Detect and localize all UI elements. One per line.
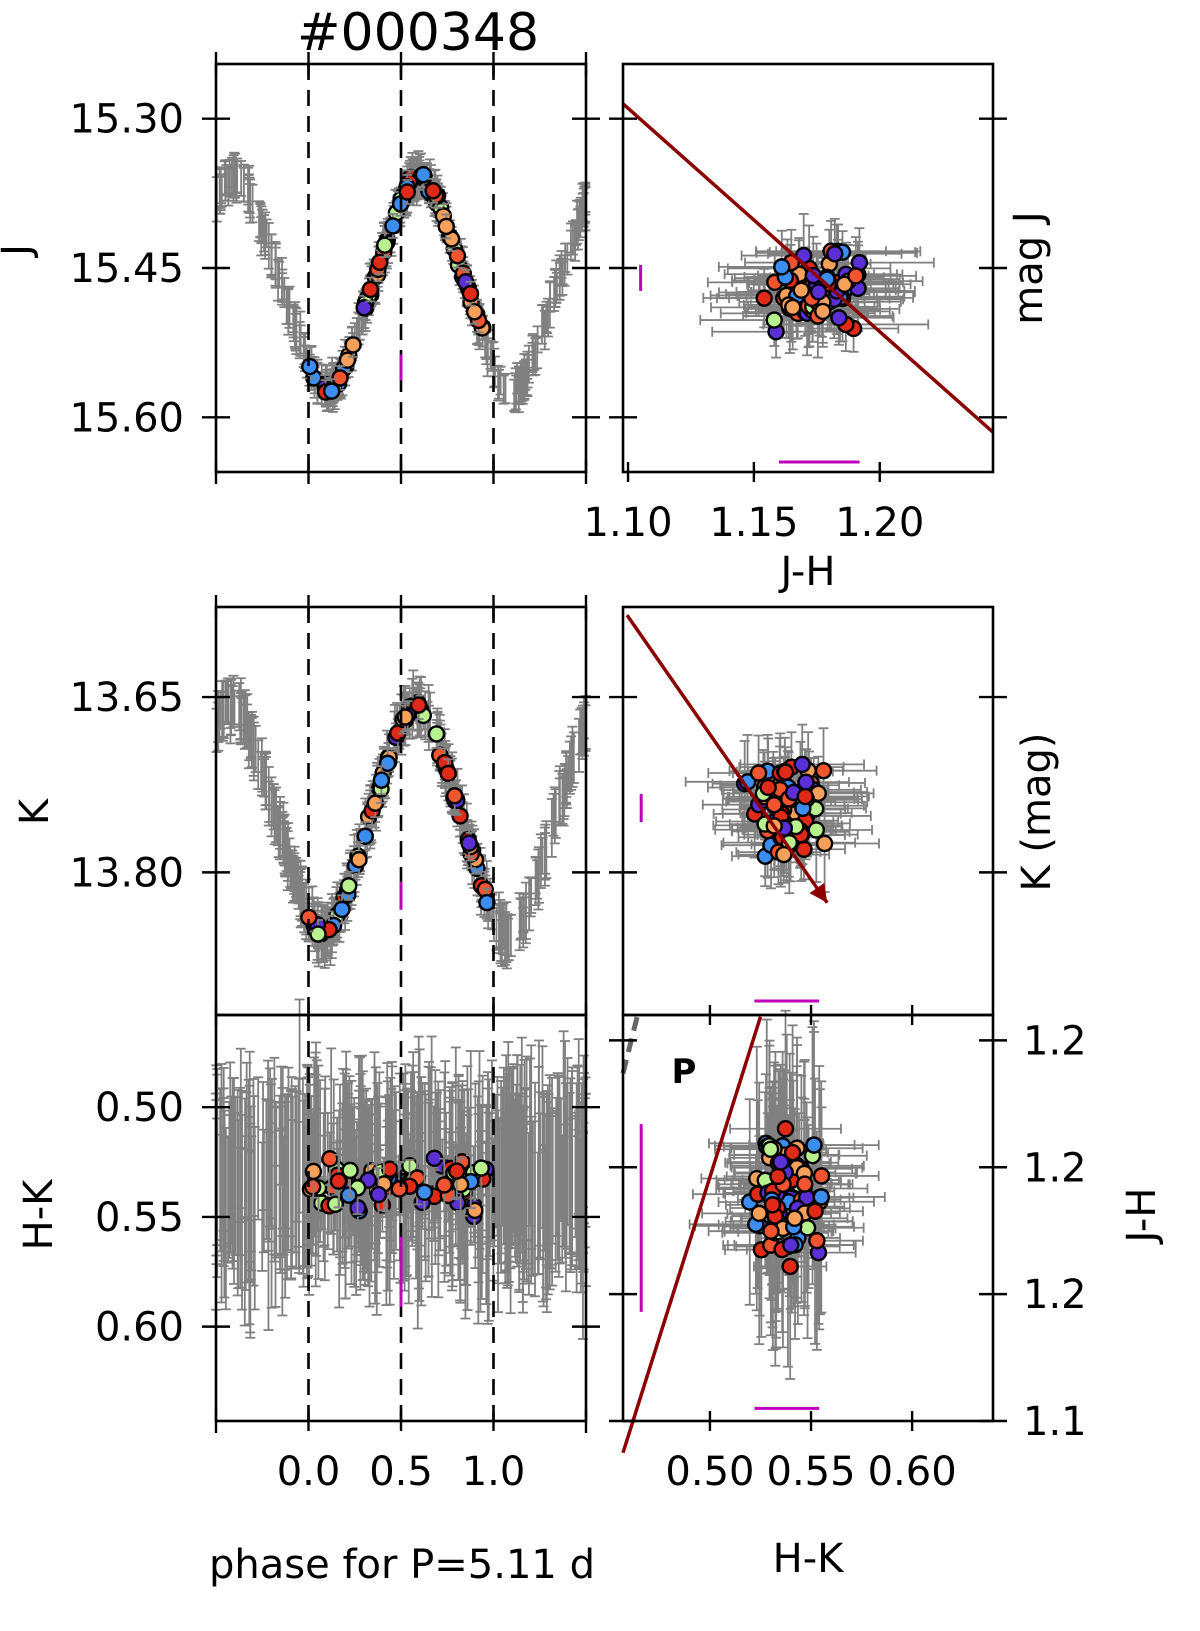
data-point (331, 369, 349, 387)
data-point (355, 299, 373, 317)
data-point (344, 336, 362, 354)
data-point (370, 253, 389, 271)
data-point (301, 357, 319, 376)
foreground-layer: P (300, 64, 995, 1454)
data-point (384, 217, 402, 235)
data-point (361, 280, 380, 299)
data-point (322, 382, 341, 400)
data-point (376, 236, 394, 254)
figure-title: #000348 (297, 3, 539, 63)
